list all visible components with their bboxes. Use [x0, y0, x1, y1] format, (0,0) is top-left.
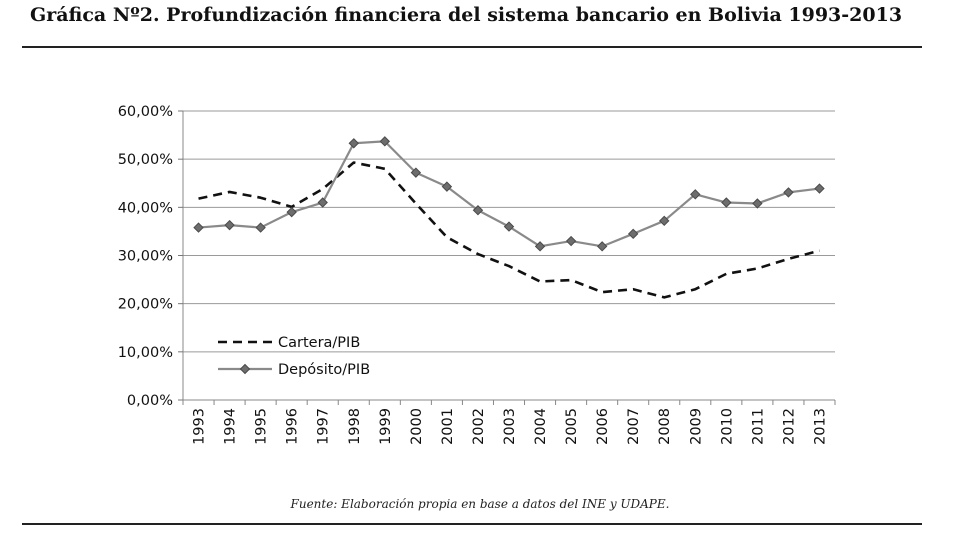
x-tick-label: 2004 [533, 408, 549, 445]
legend: Cartera/PIB Depósito/PIB [218, 335, 370, 378]
y-tick-label: 40,00% [118, 200, 173, 216]
data-point-deposito [534, 241, 546, 252]
x-tick-label: 2010 [719, 408, 735, 445]
y-tick-label: 20,00% [118, 297, 173, 313]
data-point-deposito [503, 221, 515, 232]
x-tick-label: 2013 [812, 408, 828, 445]
data-point-deposito [783, 187, 794, 198]
x-tick-label: 2003 [502, 408, 518, 445]
series-line-cartera [198, 161, 820, 299]
data-point-deposito [286, 206, 297, 218]
x-tick-label: 1999 [378, 408, 394, 445]
x-tick-label: 1994 [223, 408, 239, 445]
x-tick-label: 2006 [595, 408, 611, 445]
x-tick-label: 2005 [564, 408, 580, 445]
legend-marker-deposito [239, 363, 251, 375]
data-point-deposito [627, 228, 639, 240]
x-tick-label: 2007 [626, 408, 642, 445]
data-point-deposito [814, 183, 825, 194]
data-point-deposito [472, 205, 484, 216]
x-tick-label: 1995 [254, 408, 270, 445]
data-point-deposito [224, 219, 235, 231]
y-tick-label: 10,00% [118, 345, 173, 361]
data-point-deposito [752, 198, 763, 209]
series-lines [193, 136, 825, 299]
data-point-deposito [441, 181, 453, 192]
data-point-deposito [690, 189, 701, 200]
x-tick-label: 1993 [192, 408, 208, 445]
data-point-deposito [565, 235, 577, 247]
data-point-deposito [721, 197, 732, 208]
x-axis-ticks: 1993 1994 1995 1996 1997 1998 1999 2000 2001 2002… [182, 400, 836, 445]
data-point-deposito [659, 215, 670, 227]
legend-label-cartera: Cartera/PIB [278, 335, 360, 351]
data-point-deposito [255, 222, 266, 233]
data-point-deposito [317, 197, 328, 208]
y-tick-label: 0,00% [127, 393, 173, 409]
data-point-deposito [410, 167, 422, 178]
x-tick-label: 2012 [781, 408, 797, 445]
x-tick-label: 1997 [316, 408, 332, 445]
y-tick-label: 60,00% [118, 104, 173, 120]
x-tick-label: 2000 [409, 408, 425, 445]
data-point-deposito [348, 138, 359, 149]
y-tick-label: 30,00% [118, 249, 173, 265]
x-tick-label: 2009 [688, 408, 704, 445]
x-tick-label: 2002 [471, 408, 487, 445]
x-tick-label: 1998 [347, 408, 363, 445]
y-tick-label: 50,00% [118, 152, 173, 168]
top-rule [22, 46, 922, 48]
x-tick-label: 2001 [440, 408, 456, 445]
x-tick-label: 2011 [750, 408, 766, 445]
data-point-deposito [379, 136, 391, 147]
chart-title: Gráfica Nº2. Profundización financiera d… [30, 4, 903, 26]
x-tick-label: 2008 [657, 408, 673, 445]
bottom-rule [22, 523, 922, 525]
data-point-deposito [193, 222, 204, 233]
data-point-deposito [596, 241, 608, 252]
x-tick-label: 1996 [285, 408, 301, 445]
source-note: Fuente: Elaboración propia en base a dat… [290, 497, 670, 511]
y-axis-ticks: 0,00% 10,00% 20,00% 30,00% 40,00% 50,00% 60,00… [118, 104, 183, 409]
legend-label-deposito: Depósito/PIB [278, 362, 370, 378]
